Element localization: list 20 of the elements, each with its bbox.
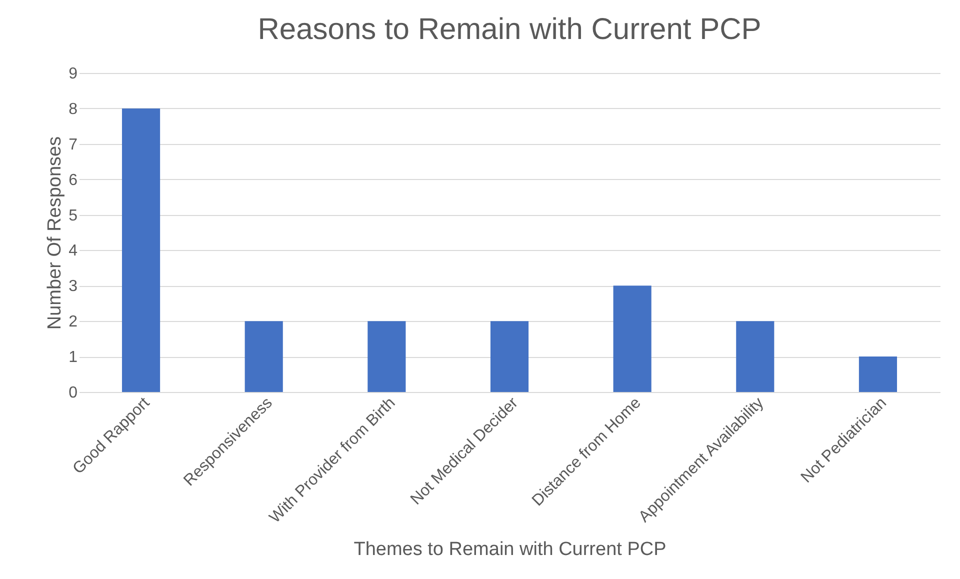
- bar: [368, 321, 406, 392]
- bar: [613, 286, 652, 392]
- y-tick-label: 0: [68, 384, 78, 402]
- bar: [858, 356, 898, 392]
- y-tick-label: 2: [68, 314, 78, 331]
- bar: [244, 321, 283, 392]
- chart-title: Reasons to Remain with Current PCP: [258, 13, 762, 46]
- y-tick-label: 4: [68, 242, 78, 260]
- bar: [490, 321, 529, 392]
- y-tick-label: 1: [68, 349, 78, 366]
- y-tick-label: 9: [68, 66, 78, 82]
- x-axis-title: Themes to Remain with Current PCP: [354, 538, 666, 560]
- y-axis-title: Number Of Responses: [44, 136, 66, 330]
- y-tick-label: 5: [68, 207, 78, 224]
- y-tick-label: 8: [68, 100, 78, 118]
- bar: [736, 321, 774, 392]
- y-tick-label: 6: [68, 172, 78, 189]
- y-tick-label: 3: [68, 278, 78, 296]
- bar: [122, 108, 160, 392]
- y-tick-label: 7: [68, 136, 78, 154]
